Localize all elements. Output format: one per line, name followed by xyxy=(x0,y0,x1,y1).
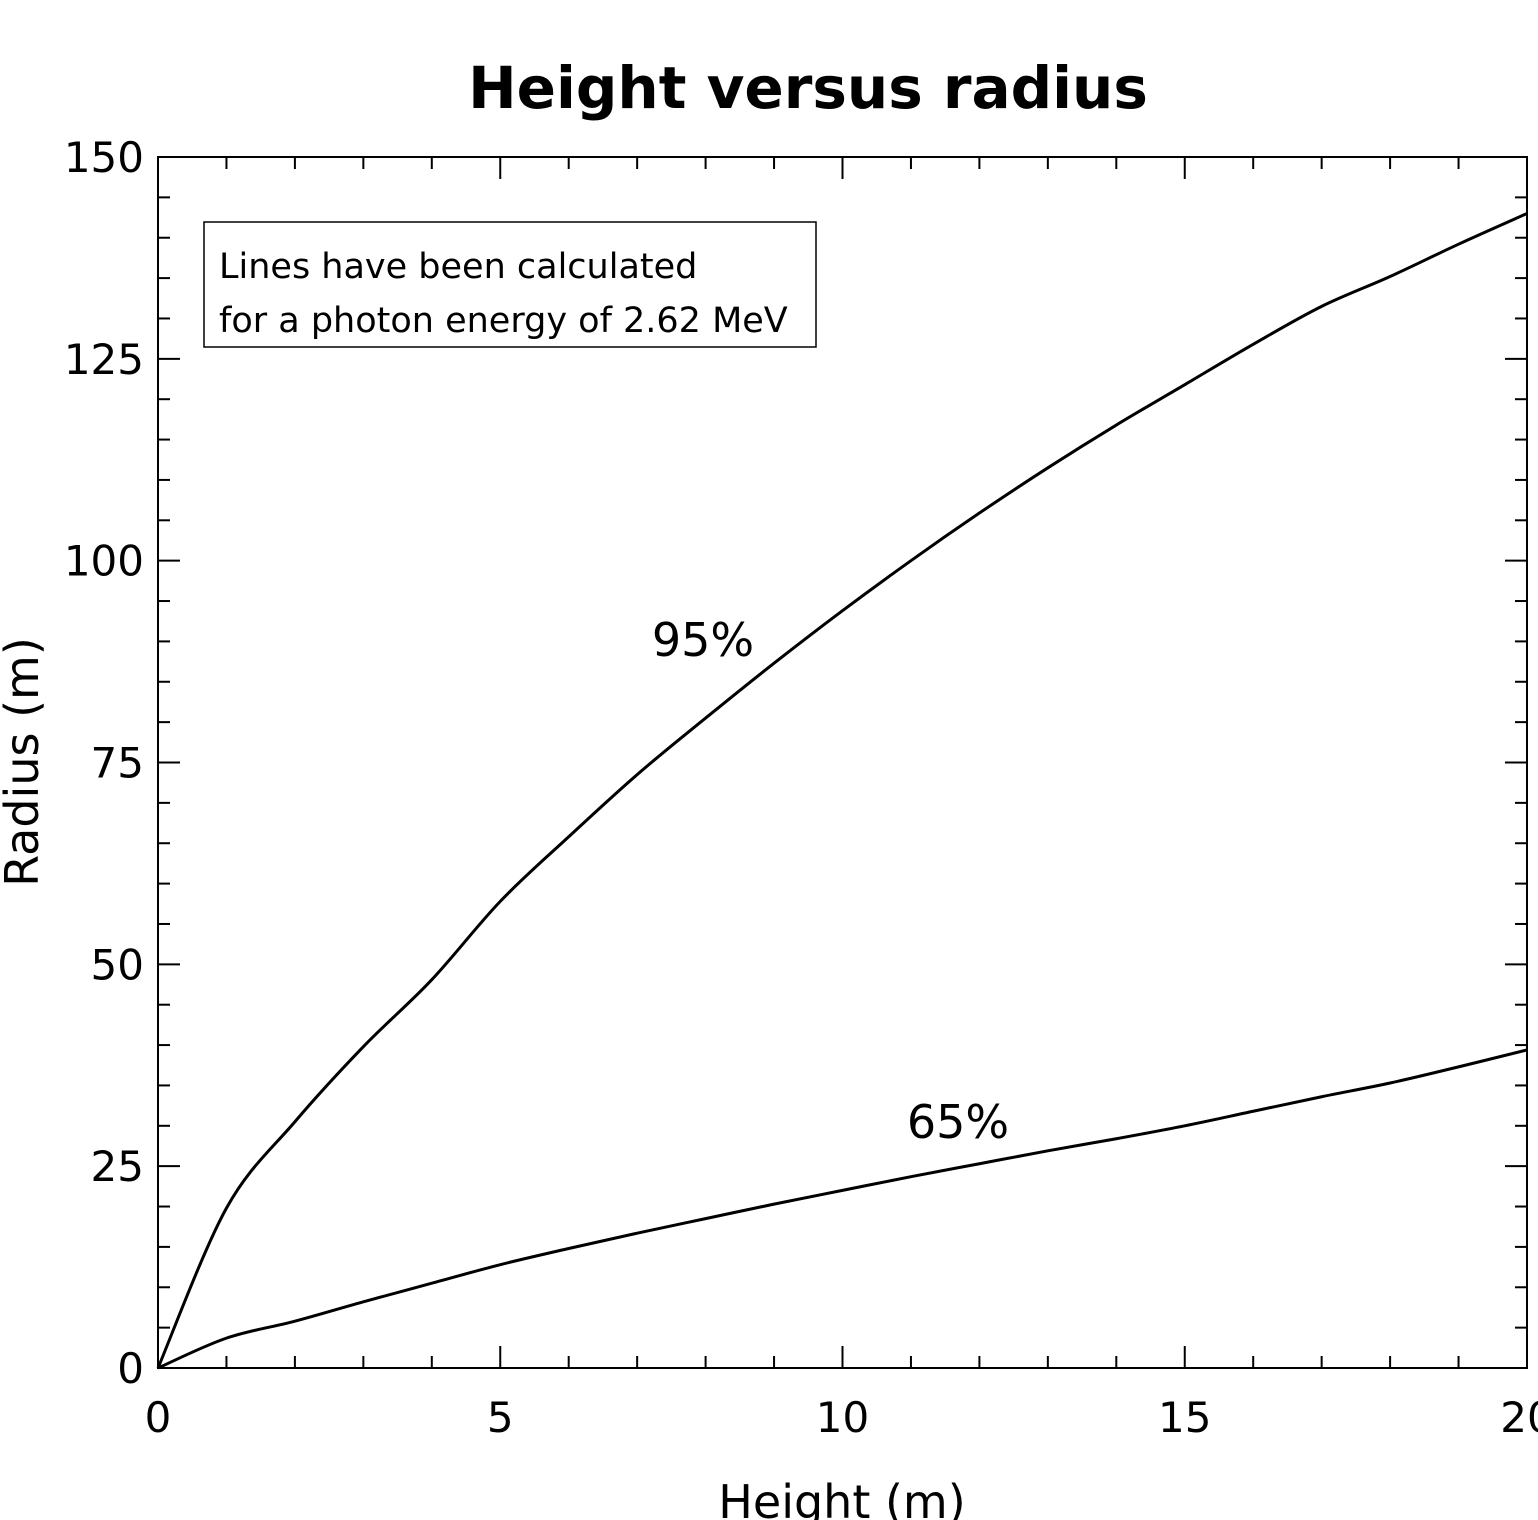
x-axis-label: Height (m) xyxy=(718,1475,965,1520)
annotation-line-1: Lines have been calculated xyxy=(219,247,697,287)
annotation-box xyxy=(203,221,817,348)
chart-title: Height versus radius xyxy=(468,54,1148,122)
series-label-95: 95% xyxy=(652,613,754,667)
series-label-65: 65% xyxy=(907,1095,1009,1149)
y-tick-label: 150 xyxy=(64,133,144,182)
x-tick-label: 15 xyxy=(1158,1393,1211,1442)
series-line-95pct xyxy=(156,212,1528,1369)
y-tick-label: 125 xyxy=(64,335,144,384)
y-tick-label: 0 xyxy=(117,1344,144,1393)
x-tick-label: 0 xyxy=(145,1393,172,1442)
series-line-65pct xyxy=(157,1048,1528,1370)
y-tick-label: 25 xyxy=(91,1142,144,1191)
y-tick-label: 50 xyxy=(91,940,144,989)
x-tick-label: 20 xyxy=(1500,1393,1538,1442)
x-tick-label: 10 xyxy=(816,1393,869,1442)
x-tick-label: 5 xyxy=(487,1393,514,1442)
y-tick-label: 75 xyxy=(91,739,144,788)
y-axis-label: Radius (m) xyxy=(0,637,49,887)
y-tick-label: 100 xyxy=(64,537,144,586)
annotation-line-2: for a photon energy of 2.62 MeV xyxy=(219,301,788,341)
